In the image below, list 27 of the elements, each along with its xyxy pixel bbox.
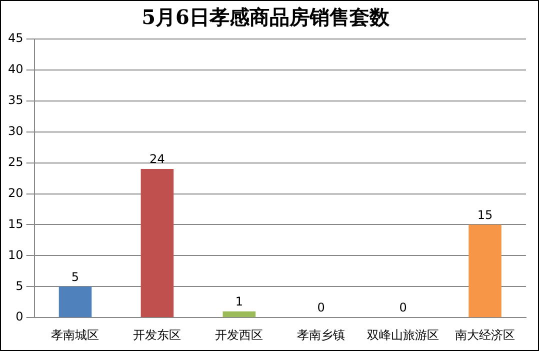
bar [58,286,92,318]
x-tick-label: 孝南乡镇 [297,328,346,342]
y-tick-label: 25 [8,154,24,169]
x-tick-label: 开发西区 [215,328,264,342]
x-tick-label: 孝南城区 [51,328,100,342]
data-label: 5 [71,270,80,284]
bar [468,224,502,318]
data-label: 15 [477,208,493,222]
data-label: 24 [150,152,165,166]
x-tick-label: 南大经济区 [455,328,516,342]
bar [140,169,174,318]
data-label: 1 [235,294,243,309]
y-tick-label: 10 [8,248,24,262]
x-tick-label: 开发东区 [133,328,182,342]
bar [222,311,256,318]
x-tick-label: 双峰山旅游区 [367,328,440,342]
y-tick-label: 45 [8,31,24,46]
y-tick-label: 40 [8,62,24,76]
chart-title: 5月6日孝感商品房销售套数 [142,5,390,30]
y-tick-label: 0 [16,310,24,324]
y-tick-label: 5 [16,278,24,293]
y-tick-label: 30 [8,124,24,138]
data-label: 0 [317,300,325,315]
y-tick-label: 35 [8,93,24,108]
y-tick-label: 15 [8,216,24,231]
y-tick-label: 20 [8,186,24,200]
data-label: 0 [399,300,407,315]
